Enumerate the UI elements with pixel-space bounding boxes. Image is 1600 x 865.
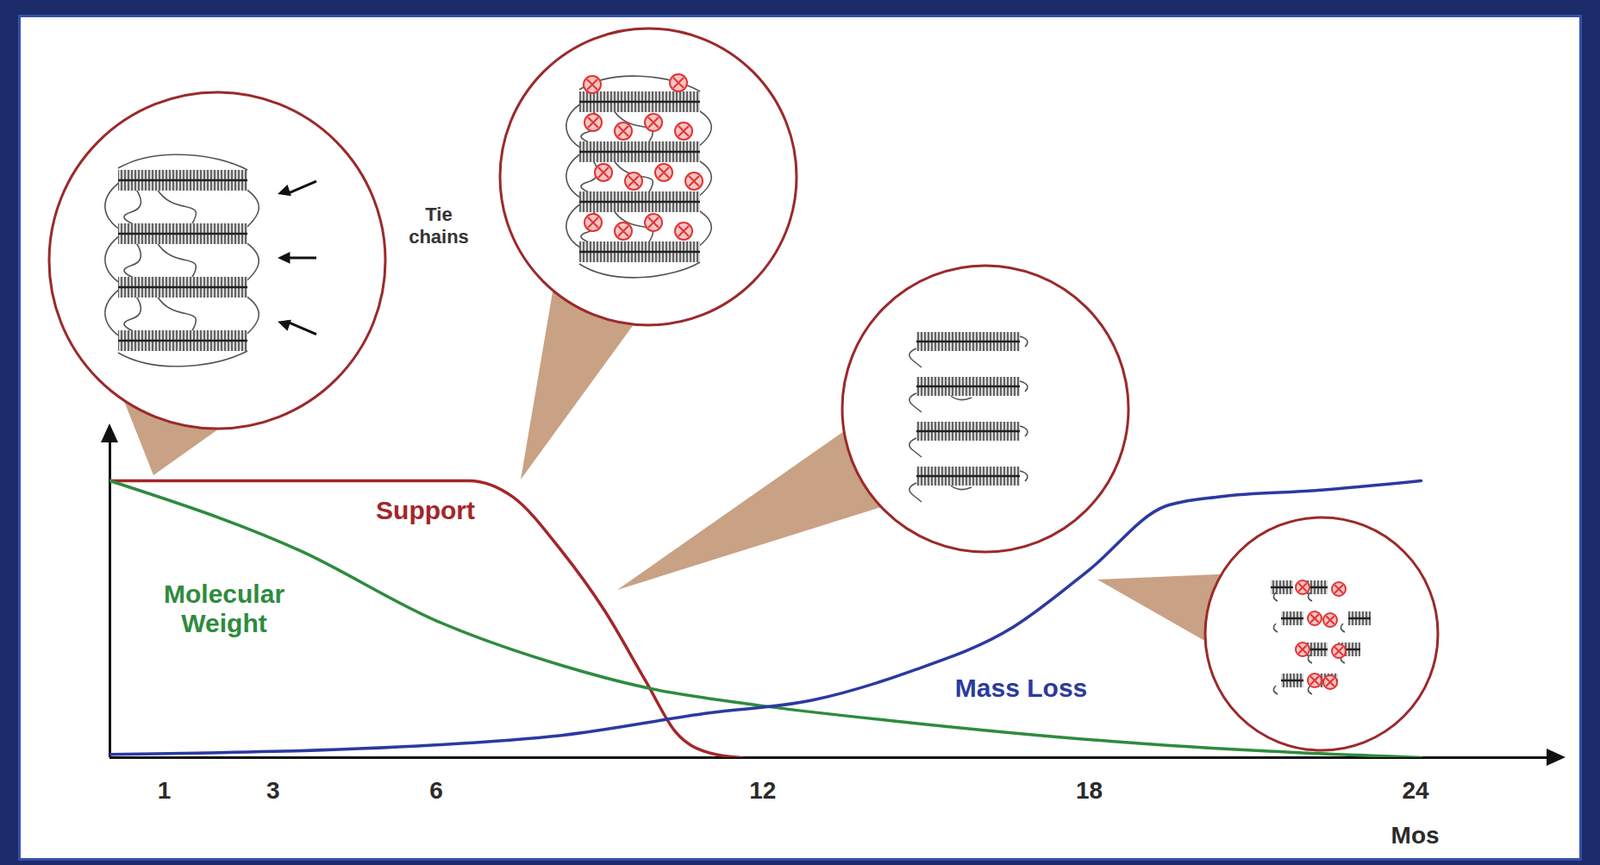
svg-text:Mass Loss: Mass Loss: [955, 673, 1088, 702]
svg-text:Support: Support: [375, 495, 475, 525]
svg-text:Mos: Mos: [1391, 821, 1440, 849]
svg-text:Tiechains: Tiechains: [408, 203, 469, 248]
svg-text:3: 3: [266, 776, 281, 804]
svg-text:12: 12: [749, 776, 776, 804]
svg-text:1: 1: [157, 776, 172, 804]
svg-text:MolecularWeight: MolecularWeight: [163, 579, 285, 638]
svg-text:6: 6: [429, 776, 444, 804]
svg-text:24: 24: [1402, 776, 1431, 804]
svg-text:18: 18: [1075, 776, 1103, 804]
